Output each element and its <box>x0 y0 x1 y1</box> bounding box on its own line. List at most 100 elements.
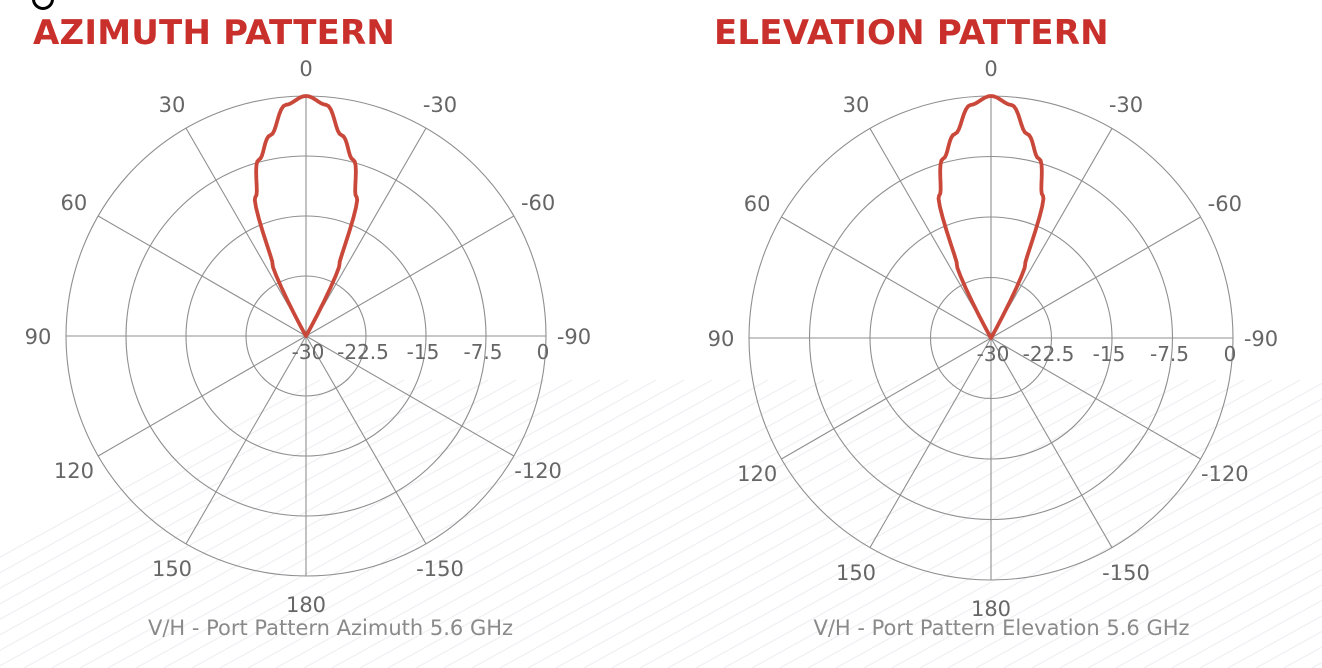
grid-spoke <box>990 337 1201 460</box>
background-stripe <box>667 379 1189 668</box>
grid-spoke <box>305 335 427 545</box>
background-stripe <box>919 444 1322 668</box>
grid-spoke <box>305 335 515 457</box>
angle-label: -120 <box>514 459 562 483</box>
angle-label: 150 <box>836 561 876 585</box>
background-stripe <box>863 413 1322 668</box>
grid-spoke <box>781 337 992 460</box>
radial-labels: -30 -22.5 -15 -7.5 0 <box>977 342 1237 366</box>
angle-label: -90 <box>1244 327 1278 351</box>
background-stripe <box>0 379 433 620</box>
background-stripe <box>443 379 965 668</box>
background-stripe <box>51 379 573 668</box>
angle-label: 60 <box>61 191 88 215</box>
background-stripe <box>0 379 461 636</box>
background-stripe <box>695 379 1217 668</box>
angle-label: -150 <box>1102 561 1150 585</box>
radial-tick-label: -22.5 <box>1023 342 1075 366</box>
azimuth-panel: AZIMUTH PATTERN 0 30 60 90 120 150 180 -150 -120… <box>25 13 592 640</box>
elevation-panel: ELEVATION PATTERN 0 30 60 90 120 150 180 -150 -1… <box>661 0 1322 668</box>
angle-label: -30 <box>1109 93 1143 117</box>
angle-label: 0 <box>984 57 997 81</box>
background-stripe <box>1087 537 1322 668</box>
background-stripe <box>303 379 825 668</box>
background-stripe <box>1143 568 1322 668</box>
grid-spoke <box>990 216 1201 339</box>
elevation-title: ELEVATION PATTERN <box>714 13 1109 53</box>
angle-label: -90 <box>557 325 591 349</box>
azimuth-caption: V/H - Port Pattern Azimuth 5.6 GHz <box>147 616 514 640</box>
azimuth-title: AZIMUTH PATTERN <box>33 13 396 53</box>
background-stripe <box>0 379 517 667</box>
background-stripe <box>0 379 377 589</box>
pattern-series-line <box>936 94 1046 340</box>
angle-label: 0 <box>299 57 312 81</box>
background-stripe <box>191 379 713 668</box>
background-stripe <box>975 475 1322 668</box>
grid-spoke <box>990 337 1113 548</box>
background-stripe <box>1171 584 1322 668</box>
background-stripe <box>0 379 321 558</box>
angle-label: 90 <box>25 325 52 349</box>
angle-label: 90 <box>708 327 735 351</box>
radial-tick-label: -30 <box>292 340 325 364</box>
grid-spoke <box>869 337 992 548</box>
background-stripe <box>247 379 769 668</box>
angle-label: 60 <box>744 192 771 216</box>
background-stripe <box>0 379 349 574</box>
angle-label: -30 <box>423 93 457 117</box>
radial-tick-label: -15 <box>407 340 440 364</box>
background-stripe <box>219 379 741 668</box>
radial-labels: -30 -22.5 -15 -7.5 0 <box>292 340 550 364</box>
radial-tick-label: -22.5 <box>337 340 389 364</box>
background-stripe <box>0 379 489 651</box>
radial-tick-label: 0 <box>1224 342 1237 366</box>
background-stripe <box>555 379 1077 668</box>
angle-label: -150 <box>416 557 464 581</box>
background-stripe <box>1059 522 1322 668</box>
background-stripe <box>23 379 545 668</box>
background-stripe <box>835 398 1322 668</box>
background-stripe <box>415 379 937 668</box>
radial-tick-label: -7.5 <box>1150 342 1189 366</box>
polar-grid <box>65 95 547 577</box>
background-stripe <box>359 379 881 668</box>
background-stripe <box>1003 491 1322 668</box>
background-stripe <box>1199 599 1322 668</box>
background-stripe <box>891 429 1322 668</box>
angle-label: 30 <box>843 93 870 117</box>
background-stripe <box>611 379 1133 668</box>
background-stripe <box>1031 506 1322 668</box>
background-stripe <box>723 379 1245 668</box>
background-stripe <box>275 379 797 668</box>
radial-tick-label: -15 <box>1093 342 1126 366</box>
background-stripe <box>583 379 1105 668</box>
radial-tick-label: -30 <box>977 342 1010 366</box>
background-stripe <box>1115 553 1322 668</box>
pattern-series-line <box>252 94 360 338</box>
background-stripe <box>79 379 601 668</box>
background-stripe <box>947 460 1322 668</box>
background-stripe <box>527 379 1049 668</box>
grid-spoke <box>781 216 992 339</box>
grid-spoke <box>305 215 515 337</box>
angle-label: 120 <box>737 462 777 486</box>
radial-tick-label: 0 <box>537 340 550 364</box>
angle-label: 180 <box>971 597 1011 621</box>
background-stripe <box>1227 615 1322 668</box>
background-stripe <box>639 379 1161 668</box>
background-stripe <box>135 379 657 668</box>
background-stripe <box>779 379 1301 668</box>
angle-label: 120 <box>54 459 94 483</box>
background-stripe <box>387 379 909 668</box>
angle-label: -120 <box>1201 462 1249 486</box>
background-stripe <box>163 379 685 668</box>
angle-label: 180 <box>286 593 326 617</box>
angle-label: -60 <box>1208 192 1242 216</box>
angle-label: 150 <box>152 557 192 581</box>
background-stripe <box>751 379 1273 668</box>
